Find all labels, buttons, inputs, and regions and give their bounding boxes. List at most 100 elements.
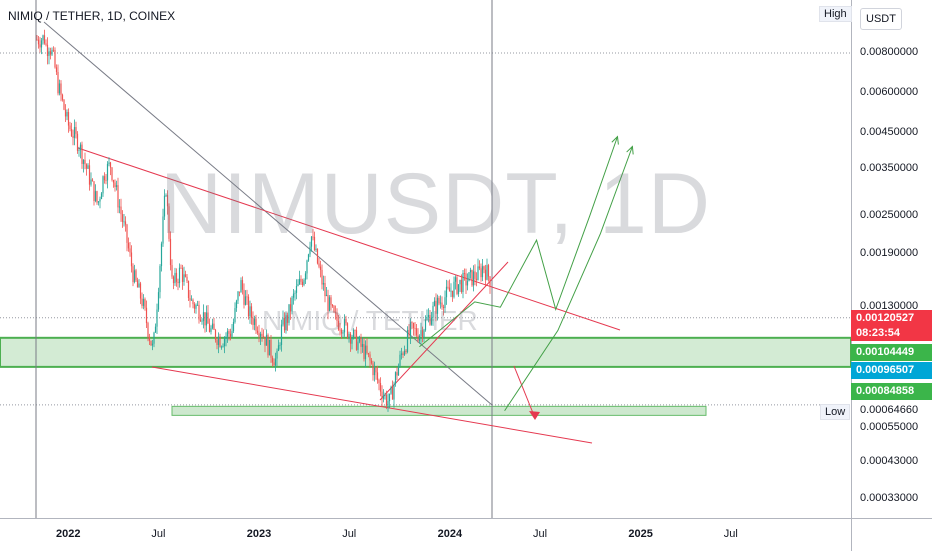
- candle-body-down: [460, 279, 463, 293]
- symbol-watermark-subtitle: NIMIQ / TETHER: [262, 305, 478, 336]
- lower-support-trendline: [151, 366, 593, 444]
- time-axis[interactable]: [0, 518, 851, 551]
- candle-body-down: [411, 322, 413, 324]
- candle-body-up: [282, 317, 284, 325]
- axis-corner: [851, 518, 932, 551]
- candle-body-up: [178, 267, 181, 284]
- candle-body-down: [262, 336, 265, 338]
- candle-body-up: [220, 346, 223, 348]
- candle-body-down: [312, 236, 314, 238]
- candle-body-up: [190, 299, 193, 301]
- candle-body-down: [109, 162, 112, 168]
- candle-body-down: [60, 83, 62, 95]
- candle-body-up: [142, 299, 145, 306]
- candle-body-down: [150, 340, 152, 346]
- candle-body-up: [481, 266, 484, 278]
- candle-body-up: [352, 330, 355, 339]
- candle-body-down: [243, 289, 245, 305]
- candle-body-down: [169, 238, 172, 266]
- candle-body-up: [418, 335, 421, 341]
- currency-button[interactable]: USDT: [860, 8, 902, 30]
- candle-body-up: [237, 291, 239, 301]
- candle-body-up: [310, 236, 313, 247]
- candle-body-down: [372, 363, 374, 376]
- candle-body-up: [138, 283, 140, 288]
- candle-body-up: [159, 266, 161, 293]
- candle-body-down: [300, 278, 302, 282]
- candle-body-up: [195, 305, 197, 309]
- projection-path: [419, 136, 618, 348]
- candle-body-up: [108, 162, 110, 164]
- candle-body-down: [69, 125, 71, 130]
- candle-body-down: [385, 394, 388, 406]
- candle-body-down: [250, 306, 253, 318]
- candle-body-up: [151, 343, 154, 346]
- candle-body-up: [466, 281, 469, 286]
- candle-body-down: [180, 267, 182, 269]
- candle-body-up: [211, 323, 214, 329]
- candle-body-up: [409, 322, 412, 336]
- candle-body-down: [336, 312, 338, 321]
- candle-body-down: [463, 272, 466, 274]
- candle-body-up: [205, 312, 208, 326]
- candle-body-up: [303, 279, 305, 285]
- candle-body-down: [199, 319, 202, 322]
- candle-body-up: [174, 272, 176, 284]
- candle-body-down: [219, 336, 221, 347]
- candle-body-up: [79, 144, 82, 151]
- candle-body-up: [285, 315, 287, 331]
- candle-body-up: [472, 271, 475, 286]
- candle-body-up: [361, 344, 364, 347]
- candle-body-up: [454, 277, 457, 282]
- candle-body-down: [252, 317, 254, 325]
- candle-body-down: [91, 179, 94, 182]
- candle-body-up: [309, 246, 311, 255]
- candle-body-up: [348, 333, 350, 338]
- time-tick-label: 2023: [246, 528, 272, 540]
- symbol-watermark: NIMUSDT, 1D: [160, 156, 711, 252]
- candle-body-down: [61, 94, 64, 100]
- candle-body-up: [457, 284, 460, 294]
- candle-body-down: [148, 337, 151, 341]
- candle-body-down: [391, 387, 394, 400]
- candle-body-down: [112, 179, 115, 183]
- candle-body-down: [442, 306, 445, 309]
- candle-body-down: [337, 320, 340, 330]
- candle-body-down: [46, 44, 49, 56]
- price-tick-label: 0.00800000: [860, 46, 919, 58]
- candle-body-up: [291, 297, 293, 312]
- candle-body-up: [94, 191, 97, 201]
- chart-title: NIMIQ / TETHER, 1D, COINEX: [8, 9, 176, 23]
- candle-body-up: [48, 51, 50, 56]
- price-tick-label: 0.00350000: [860, 161, 919, 174]
- candle-body-up: [306, 260, 308, 274]
- low-value-label: 0.00064660: [860, 404, 919, 416]
- candle-body-down: [177, 281, 179, 284]
- candle-body-down: [379, 383, 382, 392]
- time-tick-label: Jul: [151, 528, 166, 540]
- candle-body-down: [255, 318, 257, 331]
- projection-arrow-head: [611, 135, 619, 145]
- price-badge: 0.00104449: [851, 344, 932, 361]
- candle-body-down: [289, 304, 292, 312]
- candle-body-up: [397, 365, 400, 376]
- candle-body-down: [111, 167, 113, 180]
- candle-body-up: [99, 199, 101, 202]
- candle-body-down: [331, 304, 334, 307]
- candle-body-up: [115, 185, 118, 187]
- candle-body-up: [90, 179, 92, 185]
- time-tick-label: Jul: [533, 528, 548, 540]
- candle-body-up: [259, 333, 262, 337]
- candle-body-up: [225, 336, 227, 339]
- price-tick-label: 0.00600000: [860, 86, 919, 99]
- candle-body-down: [378, 380, 380, 384]
- candle-body-down: [396, 372, 398, 376]
- candle-body-up: [223, 338, 226, 347]
- candle-body-up: [462, 272, 464, 293]
- candle-body-down: [132, 266, 134, 283]
- price-axis[interactable]: [851, 0, 932, 518]
- candle-body-down: [258, 332, 260, 337]
- candle-body-up: [304, 273, 307, 280]
- candle-body-up: [276, 350, 278, 359]
